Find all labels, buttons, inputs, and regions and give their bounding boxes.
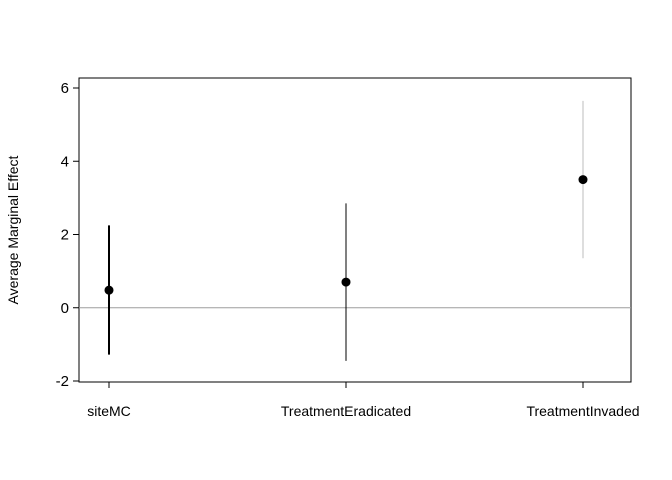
point-estimate — [578, 175, 588, 185]
y-axis-label: Average Marginal Effect — [5, 155, 21, 304]
x-tick-label: TreatmentEradicated — [281, 403, 411, 419]
x-tick-label: TreatmentInvaded — [526, 403, 639, 419]
point-estimate — [104, 285, 114, 295]
point-estimate — [341, 277, 351, 287]
y-tick-label: -2 — [56, 373, 69, 390]
plot-frame — [78, 77, 632, 383]
y-tick-label: 0 — [61, 300, 69, 317]
x-axis: siteMC TreatmentEradicated TreatmentInvade… — [87, 382, 640, 419]
y-tick-label: 2 — [61, 227, 69, 244]
x-tick-label: siteMC — [87, 403, 131, 419]
y-axis: -2 0 2 4 6 — [56, 80, 79, 390]
y-tick-label: 4 — [61, 153, 69, 170]
estimate-marks — [104, 100, 588, 361]
y-tick-label: 6 — [61, 80, 69, 97]
